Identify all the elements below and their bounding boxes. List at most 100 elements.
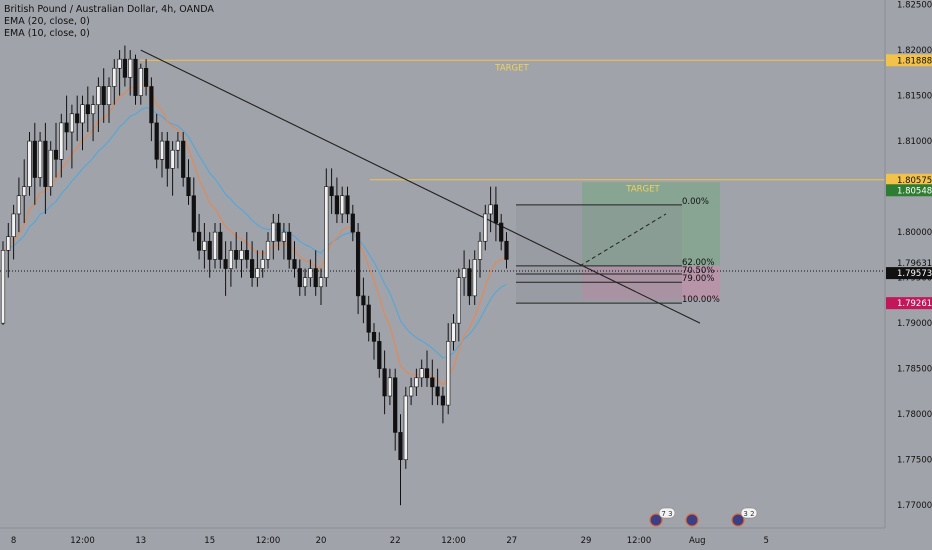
candle-body bbox=[355, 231, 361, 297]
time-tick-label: 22 bbox=[390, 536, 401, 546]
candle-body bbox=[239, 250, 244, 260]
candle-body bbox=[101, 86, 106, 105]
time-tick-label: 20 bbox=[316, 536, 327, 546]
candle-body bbox=[387, 377, 393, 397]
time-tick-label: 12:00 bbox=[627, 536, 652, 546]
candle-body bbox=[297, 268, 302, 288]
price-label: 1.80548 bbox=[897, 186, 932, 196]
candle-body bbox=[250, 259, 255, 278]
candle-body bbox=[308, 268, 313, 278]
candle-body bbox=[175, 140, 181, 151]
candle-body bbox=[287, 231, 292, 260]
price-label-bg bbox=[886, 257, 932, 270]
candle-body bbox=[324, 186, 329, 278]
candle-body bbox=[11, 213, 16, 237]
candle-body bbox=[207, 240, 212, 260]
time-tick-label: 12:00 bbox=[70, 536, 95, 546]
candle-body bbox=[393, 377, 398, 433]
price-tick-label: 1.80000 bbox=[897, 228, 932, 238]
price-tick-label: 1.79000 bbox=[897, 319, 932, 329]
candle-body bbox=[313, 268, 318, 288]
candle-body bbox=[0, 250, 6, 324]
candle-body bbox=[345, 195, 350, 215]
candle-body bbox=[340, 195, 345, 215]
candle-body bbox=[461, 268, 467, 278]
candle-body bbox=[117, 58, 122, 69]
event-flag-icon bbox=[731, 513, 745, 527]
fib-level-label: 100.00% bbox=[682, 295, 720, 305]
candle-body bbox=[435, 386, 440, 397]
price-tick-label: 1.77000 bbox=[897, 501, 932, 511]
candle-body bbox=[223, 259, 228, 269]
candle-body bbox=[361, 295, 366, 306]
candle-body bbox=[334, 195, 340, 215]
legend-title: British Pound / Australian Dollar, 4h, O… bbox=[4, 4, 214, 15]
candle-body bbox=[440, 395, 446, 406]
trendline bbox=[140, 49, 701, 324]
price-label: 1.80575 bbox=[897, 176, 932, 186]
price-label-bg bbox=[886, 173, 932, 186]
time-tick-label: 12:00 bbox=[441, 536, 466, 546]
price-label-bg bbox=[886, 54, 932, 67]
event-count-badge bbox=[740, 507, 758, 519]
price-label: 1.81888 bbox=[897, 56, 932, 66]
price-tick-label: 1.81500 bbox=[897, 92, 932, 102]
time-tick-label: 15 bbox=[204, 536, 215, 546]
candle-body bbox=[430, 377, 435, 388]
candle-body bbox=[366, 304, 371, 333]
candle-body bbox=[22, 186, 27, 197]
candle-body bbox=[377, 341, 382, 369]
candle-body bbox=[138, 67, 143, 96]
event-flag-icon bbox=[685, 513, 699, 527]
candle-body bbox=[144, 67, 149, 87]
candle-body bbox=[197, 231, 202, 251]
candle-body bbox=[186, 177, 191, 197]
candle-body bbox=[80, 104, 85, 124]
candle-body bbox=[96, 86, 101, 105]
candle-body bbox=[112, 67, 117, 87]
legend-ema-10: EMA (10, close, 0) bbox=[4, 28, 90, 39]
candle-body bbox=[488, 204, 493, 215]
candle-body bbox=[212, 231, 218, 260]
candle-body bbox=[398, 432, 403, 461]
candle-body bbox=[27, 140, 32, 187]
candle-body bbox=[499, 222, 504, 242]
time-tick-label: 13 bbox=[135, 536, 146, 546]
price-label-bg bbox=[886, 297, 932, 310]
fib-level-label: 0.00% bbox=[682, 197, 709, 207]
candle-body bbox=[69, 113, 74, 133]
legend-ema-20: EMA (20, close, 0) bbox=[4, 16, 90, 27]
price-tick-label: 1.82000 bbox=[897, 46, 932, 56]
time-tick-label: 12:00 bbox=[256, 536, 281, 546]
candle-body bbox=[265, 240, 271, 260]
candle-body bbox=[382, 368, 387, 397]
event-count-badge bbox=[658, 507, 676, 519]
event-count-text: 7 3 bbox=[661, 510, 672, 518]
position-target-label: TARGET bbox=[625, 184, 660, 194]
time-tick-label: 5 bbox=[763, 536, 768, 546]
candle-body bbox=[6, 236, 11, 251]
candle-body bbox=[149, 86, 154, 124]
candle-body bbox=[122, 58, 127, 78]
candle-body bbox=[48, 149, 53, 187]
time-tick-label: 27 bbox=[506, 536, 517, 546]
candle-body bbox=[191, 195, 196, 233]
candle-body bbox=[255, 268, 260, 278]
candle-body bbox=[75, 113, 80, 124]
candle-body bbox=[408, 386, 414, 397]
candle-body bbox=[403, 395, 408, 461]
profit-zone bbox=[582, 182, 720, 266]
candle-body bbox=[91, 104, 96, 115]
candle-body bbox=[228, 250, 234, 269]
candles-group bbox=[0, 45, 509, 506]
candle-body bbox=[302, 277, 308, 288]
candle-body bbox=[424, 368, 430, 379]
event-count-text: 3 2 bbox=[743, 510, 754, 518]
candle-body bbox=[53, 149, 59, 160]
price-tick-label: 1.78500 bbox=[897, 365, 932, 375]
candle-body bbox=[32, 140, 37, 178]
candle-body bbox=[472, 259, 477, 297]
candle-body bbox=[181, 140, 186, 178]
candle-body bbox=[154, 122, 159, 160]
